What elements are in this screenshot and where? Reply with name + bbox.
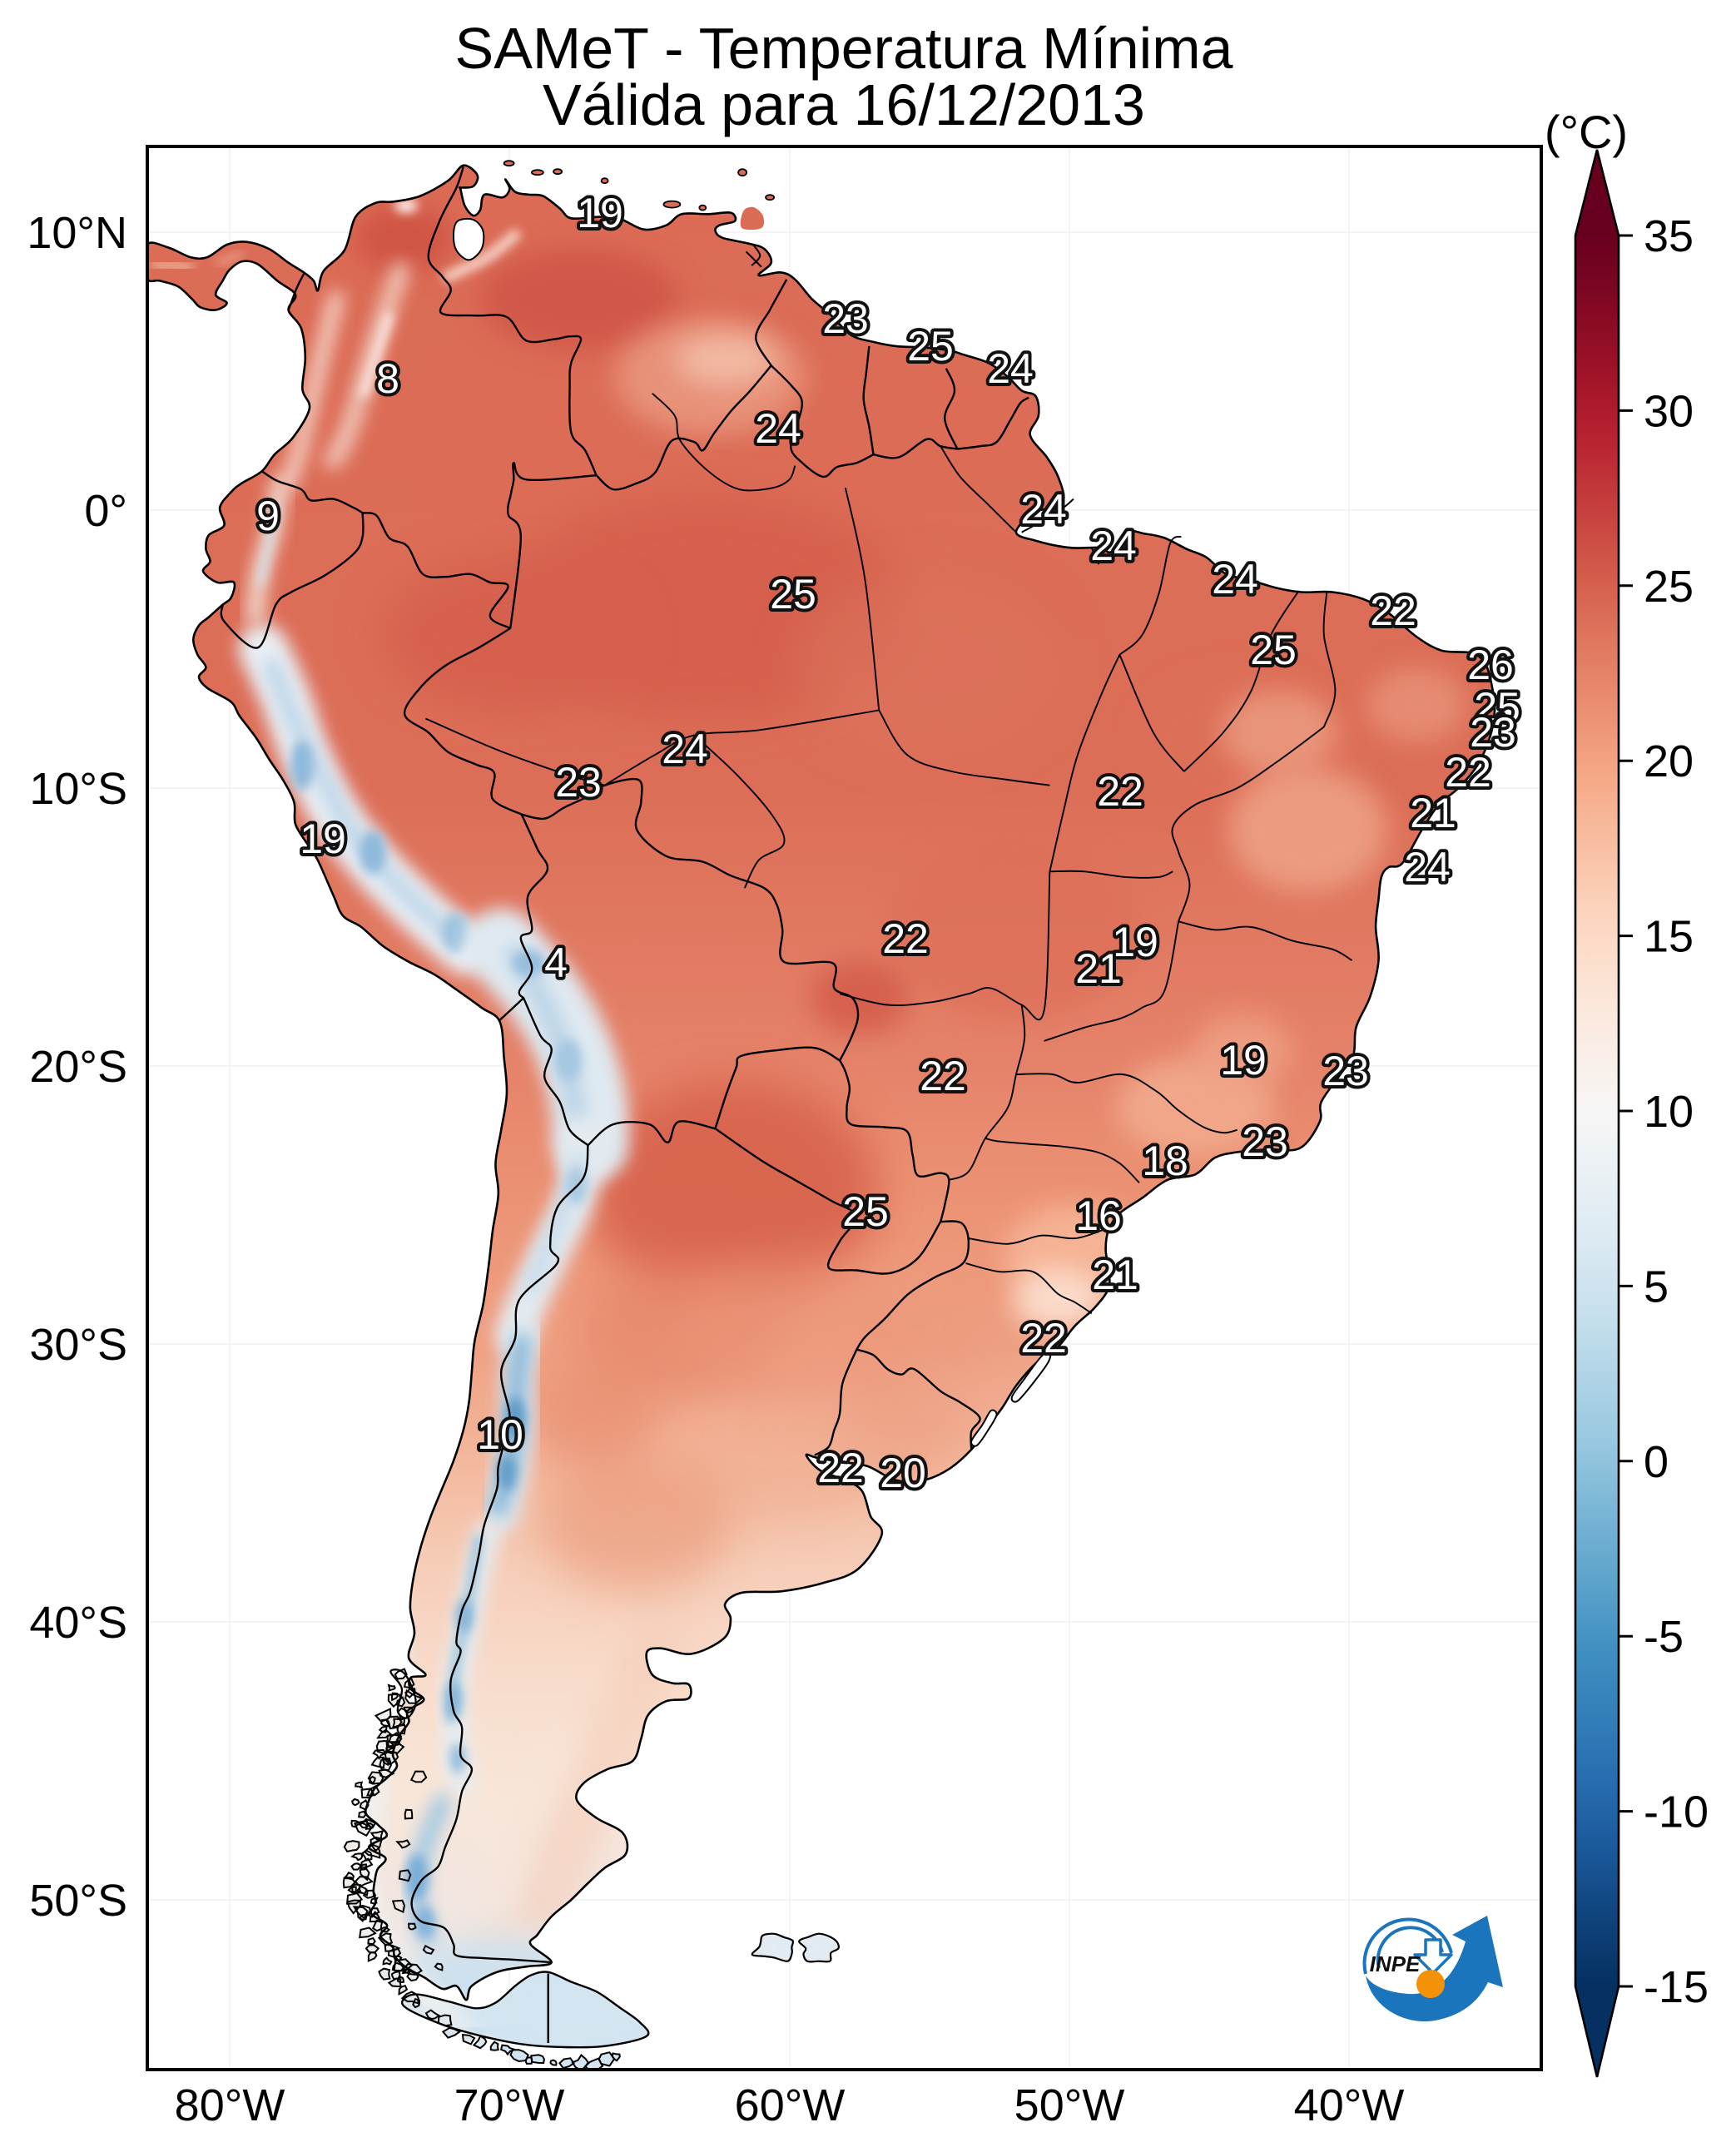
svg-text:SAMeT - Temperatura Mínima: SAMeT - Temperatura Mínima <box>455 16 1233 81</box>
svg-text:25: 25 <box>770 571 816 617</box>
svg-text:19: 19 <box>1112 919 1158 965</box>
svg-text:24: 24 <box>1090 523 1137 569</box>
svg-text:10: 10 <box>477 1411 523 1458</box>
svg-text:24: 24 <box>1212 556 1258 602</box>
svg-text:22: 22 <box>920 1053 966 1099</box>
svg-text:Válida para 16/12/2013: Válida para 16/12/2013 <box>543 72 1145 137</box>
svg-text:23: 23 <box>1322 1048 1369 1094</box>
svg-text:19: 19 <box>300 816 346 862</box>
svg-text:22: 22 <box>882 915 929 962</box>
svg-text:23: 23 <box>555 759 602 806</box>
svg-text:23: 23 <box>1470 709 1516 756</box>
svg-text:22: 22 <box>817 1445 864 1491</box>
svg-text:8: 8 <box>376 355 399 402</box>
svg-text:10°N: 10°N <box>27 208 127 258</box>
svg-text:-5: -5 <box>1644 1612 1684 1662</box>
svg-text:25: 25 <box>1644 562 1694 612</box>
svg-text:24: 24 <box>662 726 708 772</box>
svg-text:70°W: 70°W <box>454 2080 565 2130</box>
svg-text:50°W: 50°W <box>1014 2080 1125 2130</box>
svg-text:22: 22 <box>1445 749 1491 796</box>
svg-text:25: 25 <box>1250 627 1297 673</box>
svg-text:25: 25 <box>1474 684 1520 731</box>
svg-text:22: 22 <box>1370 588 1416 634</box>
svg-text:16: 16 <box>1075 1193 1122 1239</box>
svg-text:24: 24 <box>755 405 801 452</box>
svg-text:10: 10 <box>1644 1087 1694 1137</box>
svg-text:22: 22 <box>1020 1315 1067 1361</box>
svg-text:26: 26 <box>1467 642 1514 688</box>
svg-text:23: 23 <box>1242 1118 1288 1165</box>
svg-text:INPE: INPE <box>1370 1951 1421 1976</box>
svg-text:30: 30 <box>1644 386 1694 436</box>
svg-text:50°S: 50°S <box>29 1876 127 1926</box>
svg-text:23: 23 <box>822 295 869 342</box>
svg-text:18: 18 <box>1142 1138 1188 1184</box>
svg-text:25: 25 <box>907 323 954 369</box>
svg-text:-10: -10 <box>1644 1788 1709 1837</box>
svg-text:0: 0 <box>1644 1437 1669 1487</box>
svg-text:20: 20 <box>880 1450 926 1496</box>
svg-text:40°W: 40°W <box>1294 2080 1405 2130</box>
svg-text:10°S: 10°S <box>29 764 127 814</box>
svg-text:40°S: 40°S <box>29 1598 127 1648</box>
svg-text:19: 19 <box>1220 1037 1267 1083</box>
svg-text:21: 21 <box>1092 1252 1138 1298</box>
svg-text:60°W: 60°W <box>735 2080 846 2130</box>
svg-text:24: 24 <box>1020 486 1067 533</box>
svg-text:20: 20 <box>1644 736 1694 786</box>
svg-text:24: 24 <box>987 345 1034 392</box>
svg-text:0°: 0° <box>84 486 127 536</box>
svg-text:80°W: 80°W <box>175 2080 285 2130</box>
svg-text:15: 15 <box>1644 912 1694 962</box>
svg-text:35: 35 <box>1644 211 1694 261</box>
svg-text:25: 25 <box>842 1188 889 1235</box>
svg-text:21: 21 <box>1410 790 1456 836</box>
svg-text:22: 22 <box>1097 768 1143 815</box>
svg-text:20°S: 20°S <box>29 1042 127 1092</box>
svg-text:4: 4 <box>544 940 568 986</box>
svg-text:19: 19 <box>577 190 623 236</box>
svg-text:9: 9 <box>256 493 280 539</box>
svg-text:5: 5 <box>1644 1262 1669 1312</box>
svg-text:(°C): (°C) <box>1545 106 1628 158</box>
svg-text:30°S: 30°S <box>29 1320 127 1370</box>
svg-text:21: 21 <box>1075 945 1122 992</box>
svg-text:24: 24 <box>1404 844 1451 890</box>
svg-text:-15: -15 <box>1644 1962 1709 2012</box>
